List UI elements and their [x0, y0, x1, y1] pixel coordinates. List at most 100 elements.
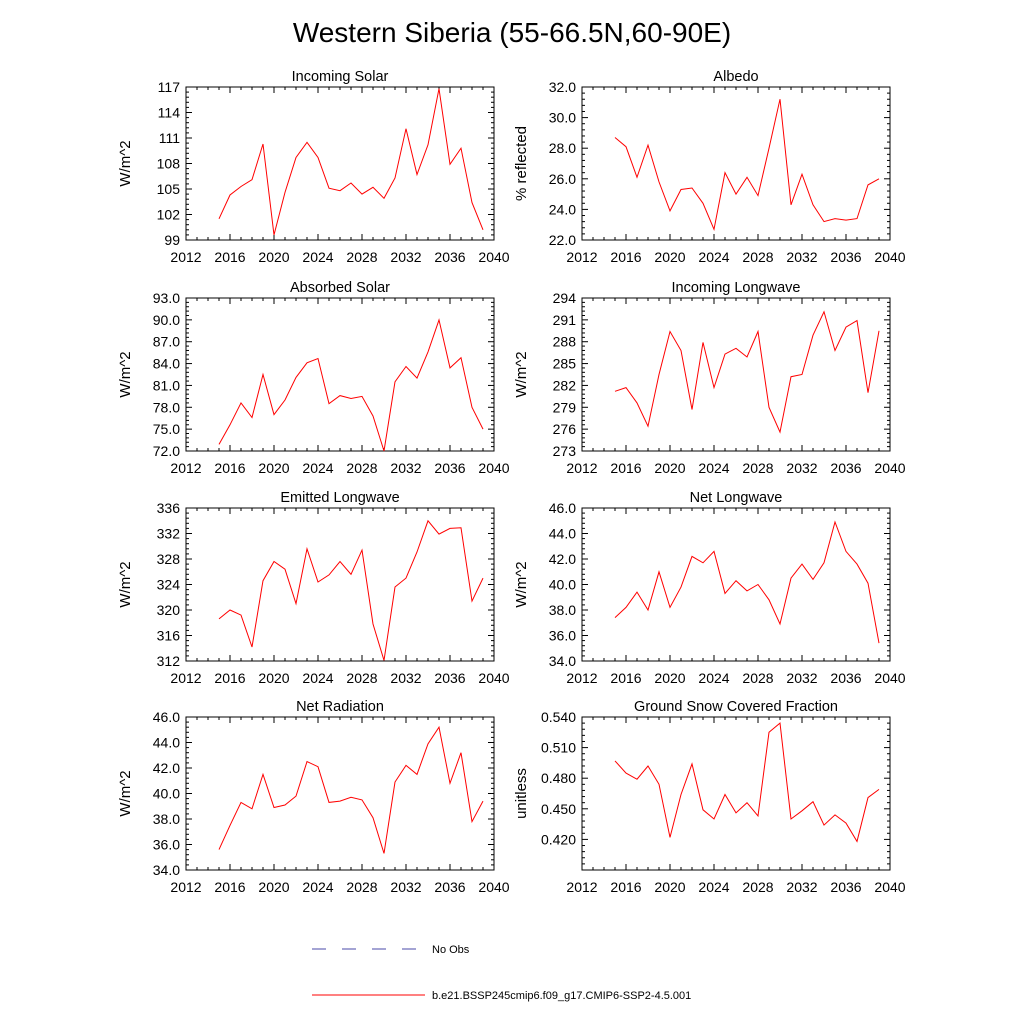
- legend-model-label: b.e21.BSSP245cmip6.f09_g17.CMIP6-SSP2-4.…: [432, 990, 691, 1002]
- x-tick-label: 2028: [742, 460, 773, 476]
- y-tick-label: 328: [157, 551, 181, 567]
- x-tick-label: 2040: [478, 460, 509, 476]
- x-tick-label: 2032: [786, 249, 817, 265]
- y-tick-label: 40.0: [549, 577, 576, 593]
- x-tick-label: 2040: [874, 879, 905, 895]
- x-tick-label: 2032: [390, 670, 421, 686]
- y-axis-label: W/m^2: [117, 351, 134, 397]
- x-tick-label: 2016: [214, 670, 245, 686]
- x-tick-label: 2024: [302, 460, 333, 476]
- x-tick-label: 2036: [830, 879, 861, 895]
- panel-incoming-longwave: Incoming Longwave 2012 2016 2020 2024 2028 203…: [513, 280, 906, 476]
- x-tick-label: 2024: [698, 249, 729, 265]
- x-tick-label: 2028: [742, 670, 773, 686]
- x-tick-label: 2028: [742, 879, 773, 895]
- plot-frame: [581, 716, 891, 871]
- y-tick-label: 291: [553, 312, 577, 328]
- y-tick-label: 0.540: [541, 709, 576, 725]
- y-tick-label: 32.0: [549, 79, 576, 95]
- y-tick-label: 28.0: [549, 140, 576, 156]
- y-axis-label: W/m^2: [117, 140, 134, 186]
- x-tick-label: 2040: [874, 249, 905, 265]
- y-tick-label: 90.0: [153, 312, 180, 328]
- x-tick-label: 2016: [214, 879, 245, 895]
- x-tick-label: 2016: [610, 460, 641, 476]
- x-tick-label: 2032: [786, 879, 817, 895]
- x-tick-label: 2024: [698, 460, 729, 476]
- y-tick-label: 24.0: [549, 201, 576, 217]
- series-line-incoming-longwave: [614, 310, 880, 434]
- x-tick-label: 2040: [478, 670, 509, 686]
- x-tick-label: 2012: [170, 460, 201, 476]
- legend: No Obs b.e21.BSSP245cmip6.f09_g17.CMIP6-…: [312, 944, 691, 1002]
- panel-title: Albedo: [713, 69, 758, 85]
- panel-title: Net Longwave: [690, 490, 783, 506]
- y-tick-label: 40.0: [153, 786, 180, 802]
- panel-net-radiation: Net Radiation 2012 2016 2020 2024 2028 2032 203…: [117, 699, 510, 895]
- y-tick-label: 294: [553, 290, 577, 306]
- x-tick-label: 2036: [830, 670, 861, 686]
- x-tick-label: 2040: [874, 460, 905, 476]
- y-tick-label: 273: [553, 443, 577, 459]
- y-tick-label: 0.480: [541, 770, 576, 786]
- y-tick-label: 46.0: [153, 709, 180, 725]
- y-tick-label: 117: [158, 79, 181, 95]
- y-tick-label: 81.0: [153, 377, 180, 393]
- y-tick-label: 279: [553, 399, 577, 415]
- x-tick-label: 2020: [654, 249, 685, 265]
- x-tick-label: 2036: [434, 879, 465, 895]
- x-tick-label: 2040: [478, 879, 509, 895]
- y-tick-label: 288: [553, 334, 577, 350]
- plot-frame: [185, 86, 495, 241]
- plot-frame: [185, 297, 495, 452]
- y-tick-label: 102: [157, 207, 181, 223]
- y-tick-label: 0.510: [541, 740, 576, 756]
- x-tick-label: 2036: [434, 670, 465, 686]
- x-tick-label: 2012: [566, 460, 597, 476]
- x-tick-label: 2028: [346, 670, 377, 686]
- x-tick-label: 2016: [610, 670, 641, 686]
- y-tick-label: 46.0: [549, 500, 576, 516]
- y-tick-label: 44.0: [549, 526, 576, 542]
- x-tick-label: 2032: [390, 460, 421, 476]
- panel-title: Emitted Longwave: [280, 490, 399, 506]
- y-tick-label: 0.420: [541, 831, 576, 847]
- series-line-net-longwave: [614, 520, 880, 644]
- series-line-absorbed-solar: [218, 318, 484, 452]
- panel-title: Ground Snow Covered Fraction: [634, 699, 838, 715]
- x-tick-label: 2012: [566, 670, 597, 686]
- x-tick-label: 2024: [698, 879, 729, 895]
- y-tick-label: 36.0: [153, 837, 180, 853]
- x-tick-label: 2040: [478, 249, 509, 265]
- figure-title: Western Siberia (55-66.5N,60-90E): [293, 17, 731, 48]
- panel-absorbed-solar: Absorbed Solar 2012 2016 2020 2024 2028 2032 20…: [117, 280, 510, 476]
- x-tick-label: 2032: [786, 670, 817, 686]
- panel-ground-snow-covered-fraction: Ground Snow Covered Fraction 2012 2016 2020…: [513, 699, 906, 895]
- y-tick-label: 282: [553, 377, 577, 393]
- plot-frame: [581, 507, 891, 662]
- x-tick-label: 2016: [214, 460, 245, 476]
- x-tick-label: 2036: [434, 249, 465, 265]
- x-tick-label: 2020: [654, 879, 685, 895]
- x-tick-label: 2036: [830, 249, 861, 265]
- y-tick-label: 72.0: [153, 443, 180, 459]
- panel-title: Net Radiation: [296, 699, 384, 715]
- x-tick-label: 2028: [346, 879, 377, 895]
- panel-emitted-longwave: Emitted Longwave 2012 2016 2020 2024 2028 2032…: [117, 490, 510, 686]
- panel-incoming-solar: Incoming Solar 2012 2016 2020 2024 2028 2032 20…: [117, 69, 510, 265]
- y-tick-label: 38.0: [549, 602, 576, 618]
- y-tick-label: 75.0: [153, 421, 180, 437]
- x-tick-label: 2016: [214, 249, 245, 265]
- x-tick-label: 2032: [786, 460, 817, 476]
- x-tick-label: 2012: [170, 879, 201, 895]
- y-axis-label: W/m^2: [513, 561, 530, 607]
- y-tick-label: 44.0: [153, 735, 180, 751]
- y-tick-label: 320: [157, 602, 181, 618]
- x-tick-label: 2012: [566, 879, 597, 895]
- y-axis-label: % reflected: [513, 126, 530, 201]
- y-tick-label: 105: [157, 181, 181, 197]
- x-tick-label: 2036: [830, 460, 861, 476]
- y-tick-label: 99: [164, 232, 180, 248]
- y-tick-label: 34.0: [153, 862, 180, 878]
